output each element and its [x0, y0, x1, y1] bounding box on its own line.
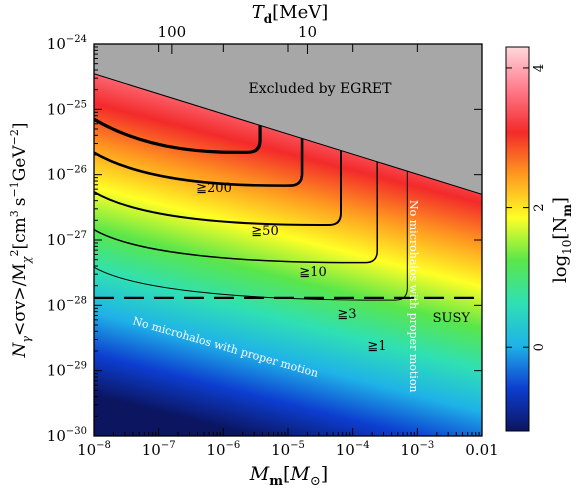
top-tick-label: 10	[298, 23, 317, 41]
colorbar-label: log10[Nm]	[550, 197, 574, 283]
y-axis-ticks: 10−30 10−29 10−28 10−27 10−26 10−25 10−24	[47, 34, 482, 445]
colorbar-gradient	[505, 46, 530, 432]
y-tick-label: 10−28	[47, 295, 87, 314]
colorbar-tick-label: 2	[532, 203, 547, 211]
x-tick-label: 10−6	[206, 440, 240, 459]
annotation-no-microhalos-right: No microhalos with proper motion	[407, 200, 420, 393]
contour-line	[94, 161, 379, 264]
top-tick-label: 100	[158, 23, 187, 41]
contour-line	[94, 150, 342, 226]
contour-line	[94, 117, 262, 154]
y-tick-label: 10−25	[47, 99, 87, 118]
contour-lines	[94, 117, 408, 301]
x-tick-label: 10−5	[271, 440, 305, 459]
x-tick-label: 10−3	[400, 440, 434, 459]
x-tick-label: 0.01	[465, 441, 498, 459]
colorbar: 0 2 4 log10[Nm]	[505, 46, 574, 432]
y-tick-label: 10−27	[47, 230, 87, 249]
colorbar-tick-label: 4	[532, 64, 547, 72]
y-tick-label: 10−30	[47, 426, 87, 445]
plot-area: ≧200 ≧50 ≧10 ≧3 ≧1 Excluded by EGRET SUSY No…	[93, 43, 483, 437]
contour-labels: ≧200 ≧50 ≧10 ≧3 ≧1	[196, 181, 386, 354]
y-tick-label: 10−26	[47, 165, 87, 184]
x-axis-label: Mm[M⊙]	[249, 463, 328, 489]
contour-label: ≧1	[367, 339, 386, 354]
contour-line	[94, 138, 304, 187]
y-tick-label: 10−24	[47, 34, 87, 53]
top-axis-ticks: 100 10	[158, 23, 317, 54]
x-tick-label: 10−4	[336, 440, 370, 459]
y-tick-label: 10−29	[47, 361, 87, 380]
excluded-label: Excluded by EGRET	[249, 81, 393, 97]
contour-label: ≧50	[251, 224, 278, 239]
contour-label: ≧3	[337, 307, 356, 322]
x-tick-label: 10−8	[77, 440, 111, 459]
x-axis-ticks: 10−8 10−7 10−6 10−5 10−4 10−3 0.01	[77, 44, 499, 459]
top-axis-label: Td[MeV]	[252, 2, 329, 26]
colorbar-ticks: 0 2 4	[506, 64, 547, 351]
contour-label: ≧200	[196, 181, 232, 196]
susy-label: SUSY	[433, 311, 471, 326]
colorbar-tick-label: 0	[532, 343, 547, 351]
contour-line	[94, 171, 408, 301]
y-axis-label: Nγ<σv>/Mχ2[cm3s−1GeV−2]	[8, 123, 33, 359]
contour-label: ≧10	[299, 265, 326, 280]
x-tick-label: 10−7	[142, 440, 176, 459]
